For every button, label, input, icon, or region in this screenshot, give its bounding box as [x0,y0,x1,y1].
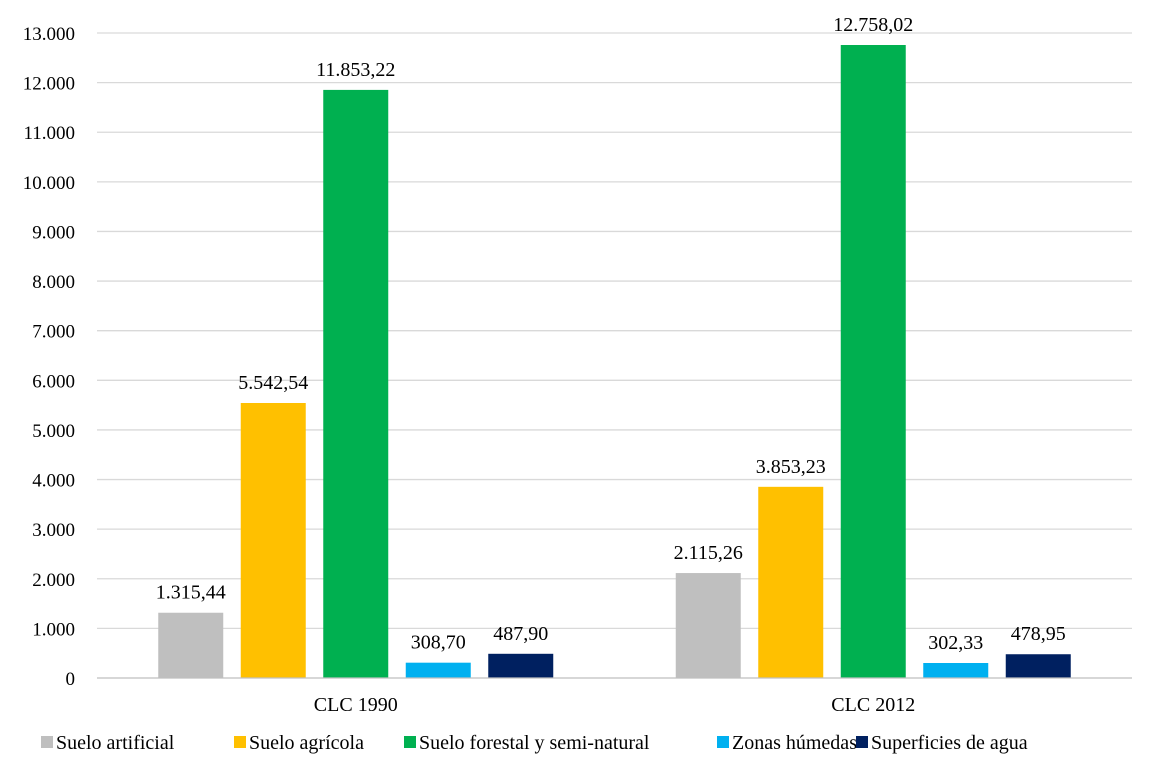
legend-label: Suelo forestal y semi-natural [419,732,650,754]
y-tick-label: 6.000 [32,371,75,392]
data-label: 3.853,23 [756,456,826,478]
data-label: 12.758,02 [833,14,913,36]
bar [923,663,988,678]
legend-item: Suelo agrícola [234,732,364,754]
legend-label: Suelo agrícola [249,732,364,754]
x-category-label: CLC 2012 [831,694,915,716]
data-label: 302,33 [928,632,983,654]
bar [241,403,306,678]
bar [158,613,223,678]
bar [488,654,553,678]
y-tick-label: 13.000 [23,24,75,45]
data-label: 5.542,54 [238,372,308,394]
data-label: 1.315,44 [156,582,226,604]
legend: Suelo artificial Suelo agrícola Suelo fore… [41,732,1028,754]
bar [676,573,741,678]
data-label: 487,90 [493,623,548,645]
legend-label: Zonas húmedas [732,732,857,754]
y-tick-label: 0 [66,669,76,690]
legend-item: Suelo forestal y semi-natural [404,732,650,754]
y-tick-label: 8.000 [32,272,75,293]
y-tick-label: 5.000 [32,421,75,442]
y-tick-label: 3.000 [32,520,75,541]
bar [841,45,906,678]
legend-swatch [404,736,416,748]
data-label: 308,70 [411,632,466,654]
x-category-label: CLC 1990 [314,694,398,716]
bar [323,90,388,678]
y-axis-tick-labels: 0 1.000 2.000 3.000 4.000 5.000 6.000 7.000 8.00… [23,24,75,690]
legend-swatch [41,736,53,748]
y-tick-label: 1.000 [32,619,75,640]
legend-swatch [856,736,868,748]
y-tick-label: 7.000 [32,322,75,343]
y-tick-label: 10.000 [23,173,75,194]
y-tick-label: 4.000 [32,471,75,492]
legend-item: Zonas húmedas [717,732,857,754]
legend-item: Suelo artificial [41,732,175,754]
bar [1006,654,1071,678]
legend-swatch [717,736,729,748]
legend-item: Superficies de agua [856,732,1028,754]
bar [406,663,471,678]
bar [758,487,823,678]
data-label: 11.853,22 [316,59,395,81]
legend-label: Superficies de agua [871,732,1028,754]
data-label: 478,95 [1011,623,1066,645]
y-tick-label: 11.000 [23,123,75,144]
x-axis-category-labels: CLC 1990 CLC 2012 [314,694,915,716]
bars [158,45,1071,678]
y-tick-label: 9.000 [32,222,75,243]
data-label: 2.115,26 [674,542,743,564]
y-tick-label: 2.000 [32,570,75,591]
legend-swatch [234,736,246,748]
y-tick-label: 12.000 [23,74,75,95]
legend-label: Suelo artificial [56,732,175,754]
